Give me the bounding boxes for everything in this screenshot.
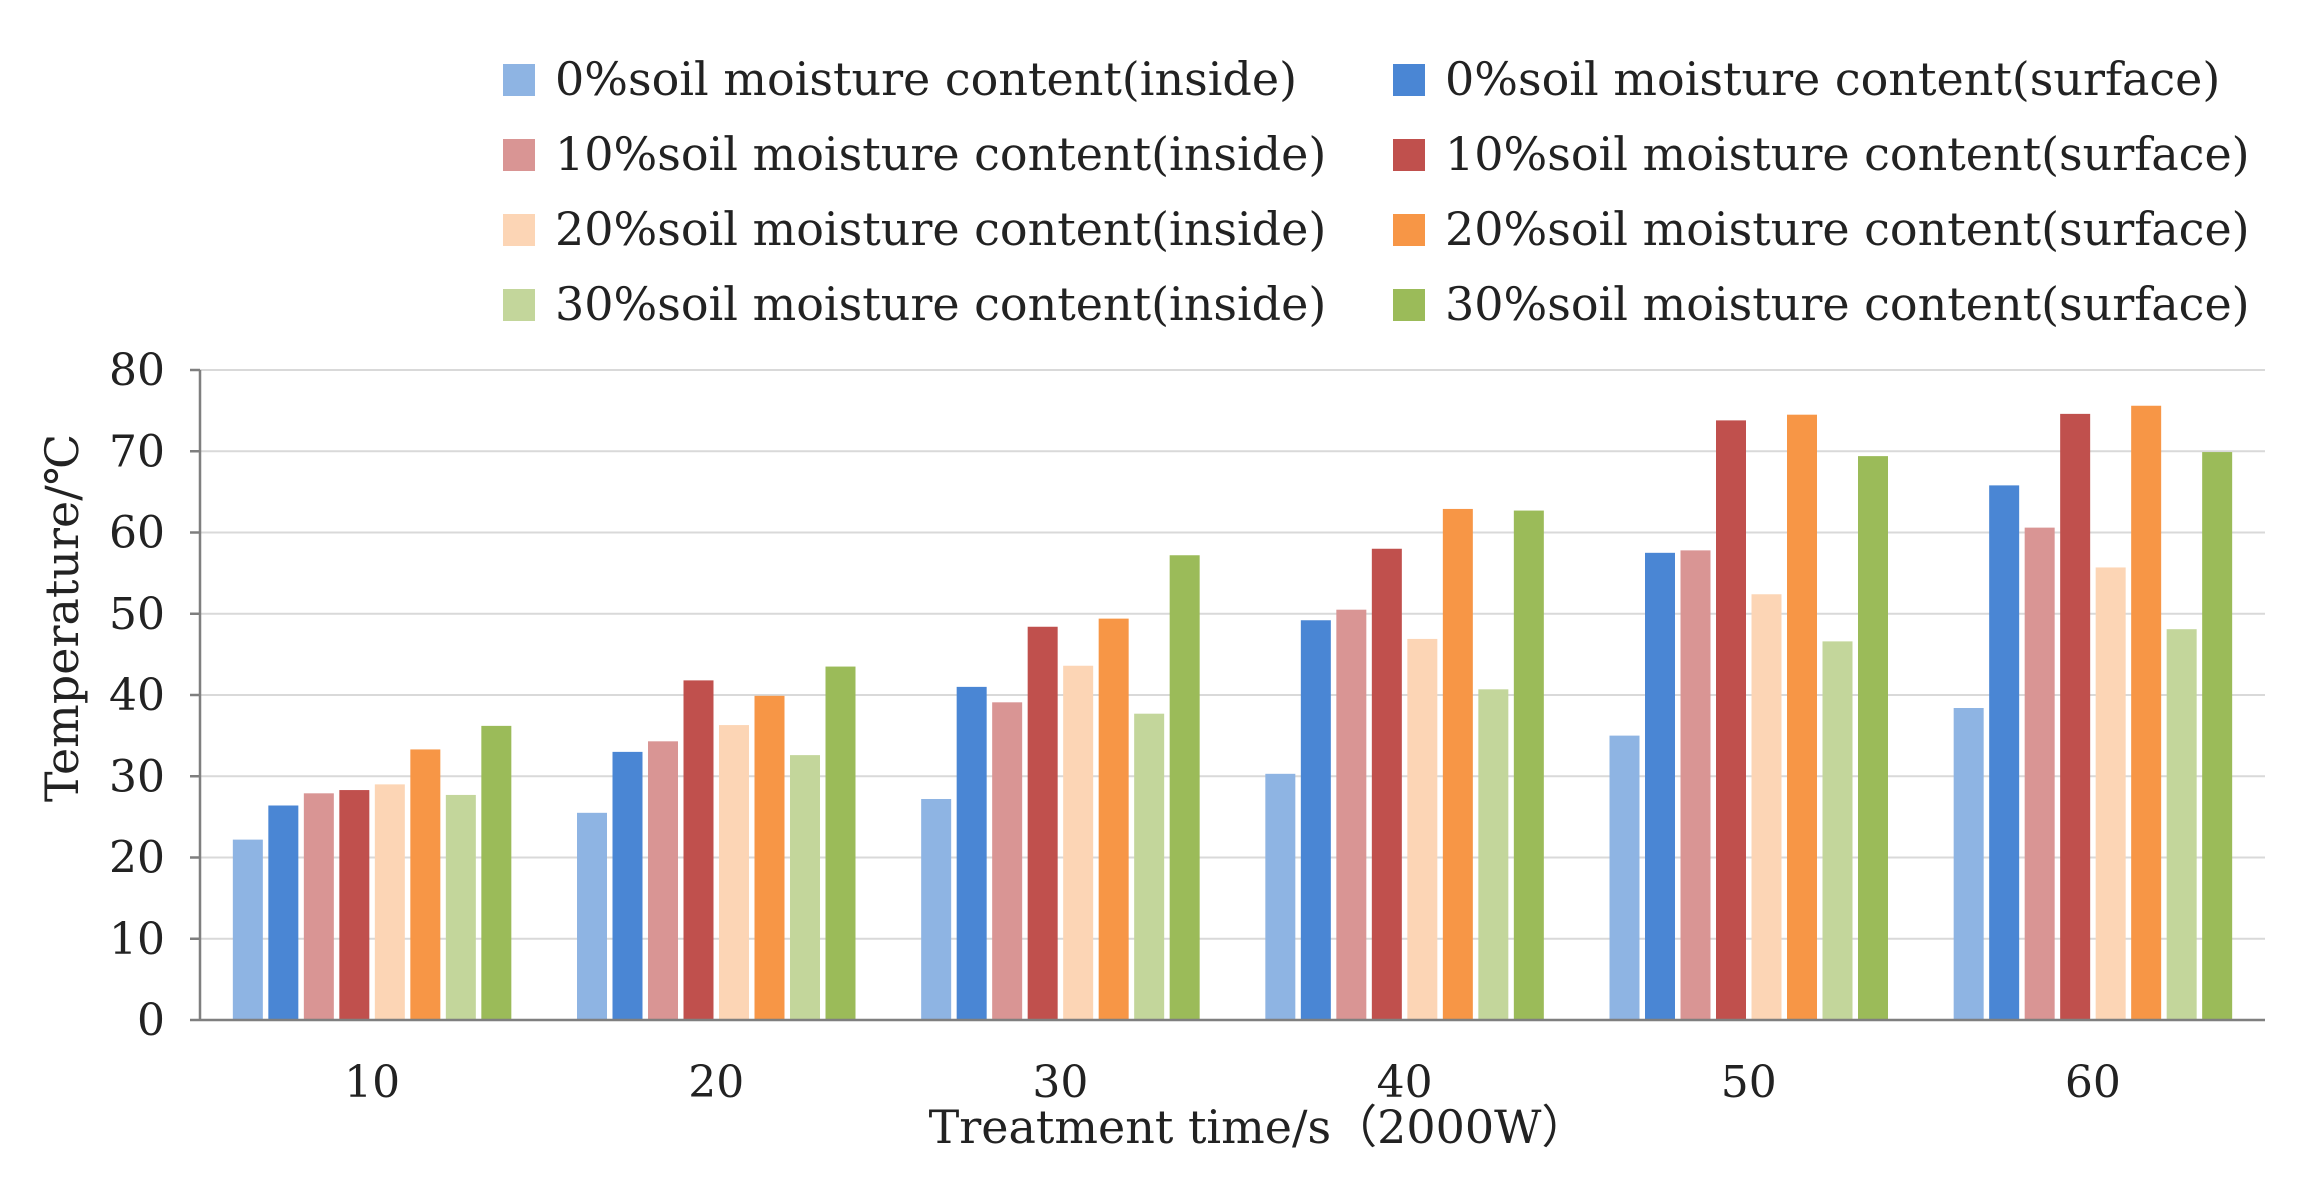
- legend-swatch: [1393, 139, 1425, 171]
- bar: [2024, 527, 2055, 1020]
- x-tick-label: 60: [2065, 1057, 2121, 1108]
- bar: [1371, 548, 1402, 1020]
- legend-swatch: [503, 289, 535, 321]
- legend-label: 20%soil moisture content(surface): [1445, 202, 2250, 256]
- bar: [2166, 629, 2197, 1020]
- bar: [2095, 567, 2126, 1020]
- legend-item: 0%soil moisture content(surface): [1393, 52, 2220, 106]
- y-tick-label: 80: [109, 345, 165, 396]
- y-tick-label: 70: [109, 426, 165, 477]
- legend-label: 30%soil moisture content(surface): [1445, 277, 2250, 331]
- bar: [648, 741, 678, 1020]
- x-tick-label: 10: [344, 1057, 400, 1108]
- legend-item: 20%soil moisture content(surface): [1393, 202, 2250, 256]
- legend-swatch: [503, 139, 535, 171]
- bar: [1953, 708, 1984, 1020]
- y-tick-label: 0: [137, 995, 165, 1046]
- legend: 0%soil moisture content(inside) 0%soil mo…: [503, 52, 2250, 331]
- legend-swatch: [1393, 214, 1425, 246]
- bar: [374, 784, 405, 1020]
- bar: [719, 725, 749, 1020]
- bar: [825, 666, 856, 1020]
- legend-label: 10%soil moisture content(surface): [1445, 127, 2250, 181]
- bar: [612, 751, 643, 1020]
- x-tick-label: 30: [1032, 1057, 1088, 1108]
- y-axis-label: Temperature/℃: [35, 434, 89, 802]
- bar: [2202, 452, 2233, 1020]
- y-tick-label: 10: [109, 914, 165, 965]
- bar: [2060, 413, 2091, 1020]
- bar: [339, 790, 370, 1020]
- x-tick-label: 40: [1377, 1057, 1433, 1108]
- bar: [1787, 414, 1817, 1020]
- bar: [1027, 626, 1058, 1020]
- bar: [1063, 665, 1094, 1020]
- bar: [410, 749, 441, 1020]
- legend-label: 10%soil moisture content(inside): [555, 127, 1326, 181]
- legend-item: 20%soil moisture content(inside): [503, 202, 1326, 256]
- legend-swatch: [1393, 289, 1425, 321]
- bar: [1513, 510, 1544, 1020]
- legend-item: 0%soil moisture content(inside): [503, 52, 1297, 106]
- y-tick-label: 40: [109, 670, 165, 721]
- bar: [1478, 689, 1509, 1020]
- y-tick-label: 20: [109, 833, 165, 884]
- bar: [1989, 485, 2020, 1020]
- legend-label: 0%soil moisture content(inside): [555, 52, 1297, 106]
- bar: [754, 695, 785, 1020]
- bar: [790, 755, 820, 1020]
- gridlines: [200, 369, 2265, 940]
- legend-label: 30%soil moisture content(inside): [555, 277, 1326, 331]
- legend-label: 0%soil moisture content(surface): [1445, 52, 2220, 106]
- legend-swatch: [503, 214, 535, 246]
- bar: [1858, 456, 1888, 1020]
- bar: [232, 839, 263, 1020]
- bar: [683, 680, 714, 1020]
- y-tick-label: 50: [109, 589, 165, 640]
- x-tick-label: 20: [688, 1057, 744, 1108]
- y-tick-label: 30: [109, 751, 165, 802]
- bar: [1609, 735, 1640, 1020]
- legend-swatch: [503, 64, 535, 96]
- bar: [1751, 594, 1782, 1020]
- bar: [956, 686, 987, 1020]
- bars: [232, 405, 2233, 1020]
- legend-label: 20%soil moisture content(inside): [555, 202, 1326, 256]
- bar: [1442, 508, 1473, 1020]
- bar: [1407, 638, 1438, 1020]
- bar: [445, 794, 476, 1020]
- bar: [1098, 618, 1129, 1020]
- bar: [1169, 555, 1200, 1020]
- bar: [268, 805, 299, 1020]
- bar: [1336, 609, 1367, 1020]
- axes: [190, 368, 2265, 1022]
- bar: [1716, 420, 1746, 1020]
- legend-item: 30%soil moisture content(surface): [1393, 277, 2250, 331]
- legend-swatch: [1393, 64, 1425, 96]
- bar: [481, 725, 512, 1020]
- bar: [2131, 405, 2162, 1020]
- x-tick-labels: 10 20 30 40 50 60: [344, 1057, 2121, 1108]
- legend-item: 30%soil moisture content(inside): [503, 277, 1326, 331]
- bar: [921, 799, 952, 1020]
- bar: [577, 812, 607, 1020]
- bar: [1265, 773, 1296, 1020]
- legend-item: 10%soil moisture content(inside): [503, 127, 1326, 181]
- bar: [1680, 550, 1711, 1020]
- bar: [992, 702, 1023, 1020]
- bar: [1645, 552, 1675, 1020]
- x-tick-label: 50: [1721, 1057, 1777, 1108]
- legend-item: 10%soil moisture content(surface): [1393, 127, 2250, 181]
- y-tick-label: 60: [109, 508, 165, 559]
- bar: [1822, 641, 1853, 1020]
- bar: [1134, 713, 1165, 1020]
- bar: [1300, 620, 1331, 1020]
- y-tick-labels: 0 10 20 30 40 50 60 70 80: [109, 345, 165, 1046]
- bar: [303, 793, 334, 1020]
- x-axis-label: Treatment time/s（2000W）: [929, 1100, 1588, 1154]
